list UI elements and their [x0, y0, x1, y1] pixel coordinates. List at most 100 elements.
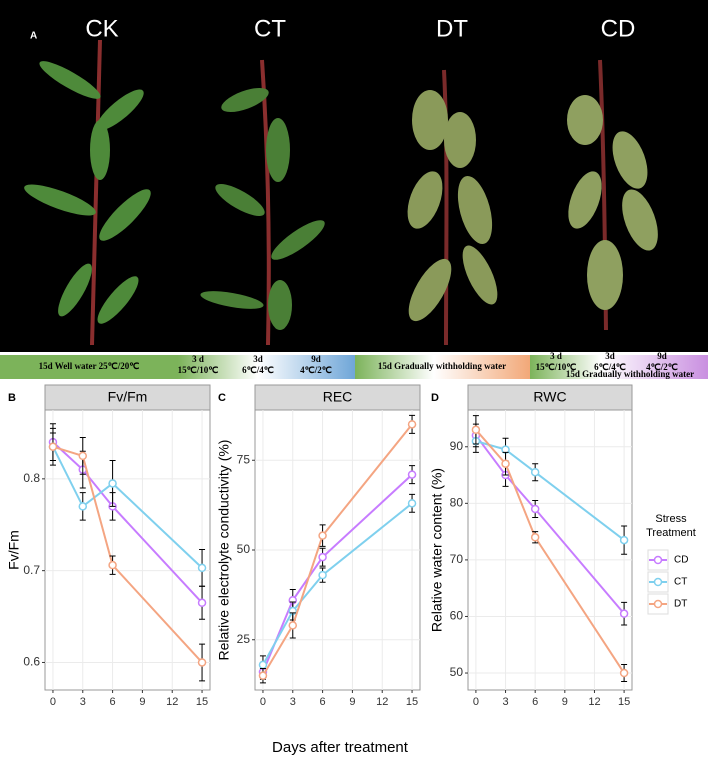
photo-label: CT	[254, 15, 286, 42]
data-point	[78, 502, 88, 511]
series-line	[475, 434, 625, 615]
photo-label: CK	[85, 15, 118, 42]
legend-marker	[653, 599, 663, 609]
y-tick-label: 50	[450, 665, 464, 679]
data-point	[48, 442, 58, 451]
x-tick-label: 9	[349, 696, 355, 708]
data-point	[619, 609, 629, 618]
x-axis-label: Days after treatment	[272, 739, 409, 756]
x-tick-label: 0	[50, 696, 56, 708]
series-line	[52, 446, 203, 569]
legend-label: CD	[674, 555, 688, 566]
data-point	[197, 598, 207, 608]
data-point	[197, 658, 207, 667]
data-point	[78, 451, 88, 461]
facet-title: REC	[323, 389, 353, 405]
treatment-text: 9d	[657, 351, 667, 361]
data-point	[619, 535, 629, 545]
plant-ck	[24, 39, 151, 346]
treatment-text: 3d	[253, 354, 263, 364]
data-point	[530, 467, 540, 477]
photo-label: DT	[436, 15, 468, 42]
series-line	[262, 502, 413, 666]
y-tick-label: 70	[450, 552, 464, 566]
series-line	[475, 429, 625, 674]
data-point	[318, 552, 327, 562]
treatment-text: 15d Gradually withholding water	[378, 361, 506, 371]
x-tick-label: 3	[502, 696, 508, 708]
y-tick-label: 0.7	[23, 563, 40, 577]
panel-letter: A	[30, 31, 37, 42]
facet-strip	[467, 384, 633, 411]
y-tick-label: 60	[450, 609, 464, 623]
y-tick-label: 25	[237, 632, 251, 646]
facet-title: RWC	[533, 389, 566, 405]
treatment-text: 3 d	[550, 351, 562, 361]
treatment-text: 4℃/2℃	[300, 365, 332, 375]
plant-ct	[200, 59, 325, 346]
y-tick-label: 0.8	[23, 471, 40, 485]
treatment-text: 15℃/10℃	[536, 362, 577, 372]
x-tick-label: 0	[260, 696, 266, 708]
x-tick-label: 12	[376, 696, 388, 708]
treatment-text: 3 d	[192, 354, 204, 364]
data-point	[530, 504, 540, 514]
data-point	[619, 668, 629, 678]
treatment-text: 15d Gradually withholding water	[566, 369, 694, 379]
legend-label: CT	[674, 577, 687, 588]
panel-letter: D	[431, 392, 439, 404]
data-point	[318, 531, 327, 540]
data-point	[197, 563, 207, 573]
y-tick-label: 50	[237, 542, 251, 556]
x-tick-label: 9	[139, 696, 145, 708]
data-point	[108, 479, 117, 488]
x-tick-label: 0	[473, 696, 479, 708]
series-line	[262, 423, 413, 677]
x-tick-label: 6	[532, 696, 538, 708]
treatment-bar	[178, 355, 355, 379]
data-point	[530, 533, 540, 542]
x-tick-label: 6	[110, 696, 116, 708]
x-tick-label: 3	[290, 696, 296, 708]
panel-letter: B	[8, 392, 16, 404]
treatment-text: 9d	[311, 354, 321, 364]
x-tick-label: 9	[562, 696, 568, 708]
data-point	[501, 459, 510, 468]
data-point	[258, 671, 268, 680]
y-axis-label: Relative water content (%)	[429, 468, 445, 632]
legend-marker	[653, 577, 663, 587]
x-tick-label: 15	[406, 696, 418, 708]
series-line	[52, 441, 203, 604]
x-tick-label: 6	[320, 696, 326, 708]
series-line	[52, 445, 203, 664]
treatment-text: 15℃/10℃	[178, 365, 219, 375]
photo-label: CD	[601, 15, 636, 42]
data-point	[318, 570, 327, 580]
y-tick-label: 75	[237, 452, 251, 466]
treatment-text: 6℃/4℃	[242, 365, 274, 375]
y-axis-label: Relative electrolyte conductivity (%)	[216, 440, 232, 661]
data-point	[407, 420, 417, 429]
treatment-bar	[530, 355, 708, 379]
treatment-bar	[355, 355, 530, 379]
data-point	[108, 560, 117, 570]
treatment-text: 4℃/2℃	[646, 362, 678, 372]
x-tick-label: 12	[166, 696, 178, 708]
data-point	[407, 470, 417, 479]
legend-label: DT	[674, 599, 687, 610]
treatment-text: 3d	[605, 351, 615, 361]
y-tick-label: 0.6	[23, 655, 40, 669]
data-point	[258, 660, 268, 670]
data-point	[288, 621, 298, 630]
legend-marker	[653, 555, 663, 565]
facet-title: Fv/Fm	[108, 389, 148, 405]
y-tick-label: 90	[450, 439, 464, 453]
legend-title: Stress Treatment	[646, 513, 696, 539]
x-tick-label: 15	[196, 696, 208, 708]
x-tick-label: 3	[80, 696, 86, 708]
x-tick-label: 15	[618, 696, 630, 708]
x-tick-label: 12	[588, 696, 600, 708]
treatment-bar	[0, 355, 178, 379]
